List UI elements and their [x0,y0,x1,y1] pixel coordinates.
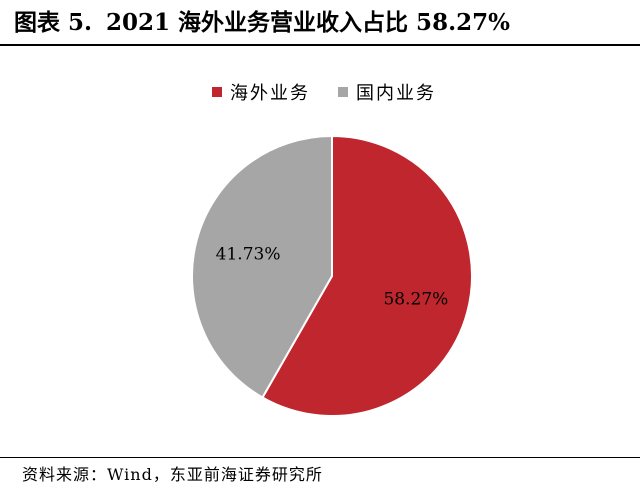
slice-label-domestic: 41.73% [216,245,281,265]
legend-label-domestic: 国内业务 [356,83,436,104]
figure-title-text: 2021 海外业务营业收入占比 58.27% [106,9,510,36]
legend-label-overseas: 海外业务 [230,83,310,104]
chart-legend: 海外业务 国内业务 [212,80,464,104]
pie-slice-domestic [191,134,333,399]
legend-swatch-domestic [338,87,348,97]
pie-slice-overseas [261,134,473,417]
source-note: 资料来源：Wind，东亚前海证券研究所 [22,465,323,484]
legend-item-domestic: 国内业务 [338,79,436,105]
source-divider [0,457,640,458]
slice-label-overseas: 58.27% [383,289,448,309]
legend-item-overseas: 海外业务 [212,79,310,105]
figure-number: 图表 5. [14,9,93,36]
figure-title: 图表 5. 2021 海外业务营业收入占比 58.27% [14,6,510,40]
title-divider [0,44,640,46]
legend-swatch-overseas [212,87,222,97]
